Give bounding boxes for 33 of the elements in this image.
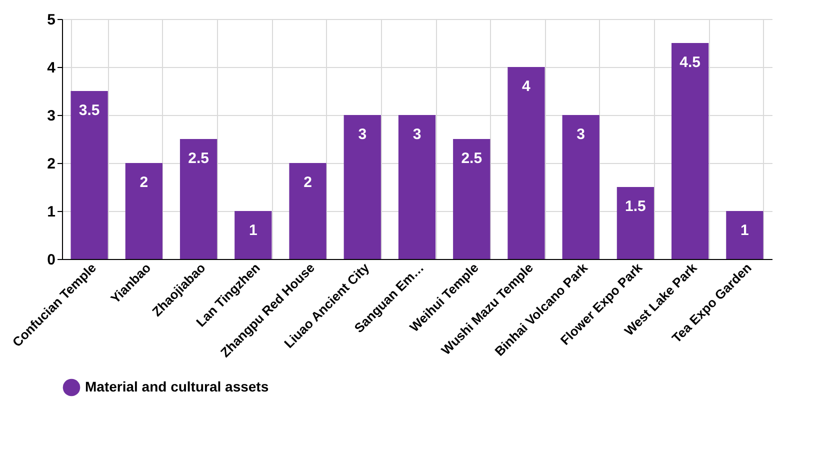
data-label: 3 <box>358 126 367 143</box>
y-tick-label: 0 <box>47 252 56 268</box>
data-label: 4.5 <box>680 54 701 71</box>
bar <box>672 43 709 259</box>
legend-label: Material and cultural assets <box>85 378 269 394</box>
data-label: 2.5 <box>461 150 482 167</box>
bar <box>234 211 272 259</box>
data-label: 3 <box>412 126 422 143</box>
data-label: 3.5 <box>78 102 100 119</box>
data-label: 4 <box>522 78 532 95</box>
bar <box>289 163 326 259</box>
y-tick-label: 3 <box>47 108 56 124</box>
y-tick-label: 1 <box>47 204 56 220</box>
bar <box>180 139 218 259</box>
y-tick-label: 4 <box>47 60 56 76</box>
y-tick-label: 5 <box>47 12 56 28</box>
bar <box>562 115 600 259</box>
y-tick-label: 2 <box>47 156 56 172</box>
data-label: 2.5 <box>188 150 209 167</box>
bar <box>616 187 654 259</box>
bar <box>508 67 545 259</box>
data-label: 2 <box>140 174 148 191</box>
bar <box>344 115 381 259</box>
data-label: 1 <box>740 222 749 239</box>
bar <box>125 163 162 259</box>
bar <box>70 91 108 259</box>
data-label: 3 <box>576 126 586 143</box>
bar <box>398 115 436 259</box>
data-label: 1 <box>248 222 258 239</box>
bar <box>726 211 764 259</box>
data-label: 1.5 <box>625 198 646 215</box>
data-label: 2 <box>304 174 312 191</box>
bar <box>453 139 490 259</box>
